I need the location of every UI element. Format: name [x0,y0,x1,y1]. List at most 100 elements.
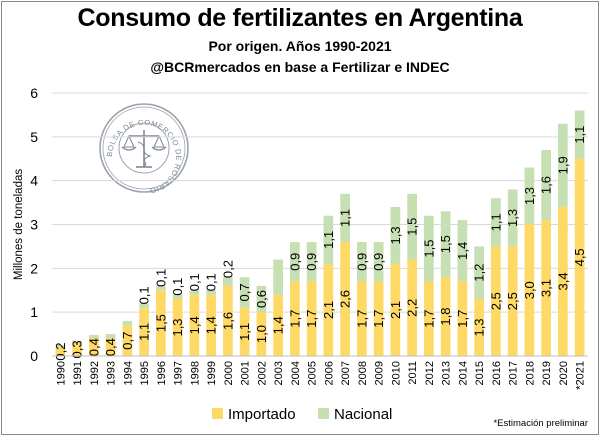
label-nacional: 1,3 [505,209,520,227]
x-tick-label: 1993 [106,361,118,385]
x-tick-label: 2017 [508,361,520,385]
label-importado: 3,1 [539,279,554,297]
label-importado: 2,1 [388,301,403,319]
label-importado: 2,2 [405,299,420,317]
bar-importado [558,206,568,356]
label-nacional: 1,6 [539,176,554,194]
bar-nacional [390,206,401,264]
bar-importado [457,281,468,356]
bar-importado [390,263,401,356]
bar-nacional [407,193,417,260]
bar-importado [524,224,535,356]
bar-nacional [189,290,200,295]
bar-nacional [558,123,568,207]
label-nacional: 0,1 [187,273,202,291]
label-nacional: 1,3 [522,187,537,205]
chart-source: @BCRmercados en base a Fertilizar e INDE… [150,59,450,75]
label-importado: 1,7 [421,310,436,328]
label-nacional: 0,1 [204,273,219,291]
label-importado: 0,3 [70,340,85,358]
label-importado: 1,0 [254,325,269,343]
label-importado: 1,1 [237,323,252,341]
x-tick-label: 1995 [139,361,151,385]
x-tick-label: *2021 [575,361,587,390]
bar-importado [323,263,334,356]
x-tick-label: 2010 [390,361,402,385]
x-tick-label: 2019 [541,361,553,385]
bar-nacional [424,215,434,282]
bar-nacional [323,215,334,264]
y-tick-label: 3 [30,217,38,233]
x-tick-label: 2020 [558,361,570,385]
label-nacional: 0,1 [170,278,185,296]
bar-importado [424,281,434,356]
x-tick-label: 1992 [89,361,101,385]
x-tick-label: 2004 [290,361,302,385]
bar-importado [105,338,116,356]
label-nacional: 1,1 [338,209,353,227]
x-tick-label: 1997 [173,361,185,385]
x-tick-label: 2003 [273,361,285,385]
label-importado: 2,1 [321,301,336,319]
bar-nacional [541,149,551,221]
x-tick-label: 2015 [474,361,486,385]
x-tick-label: 2009 [374,361,386,385]
label-nacional: 1,5 [438,235,453,253]
label-nacional: 0,9 [304,253,319,271]
label-nacional: 1,1 [488,213,503,231]
bar-nacional [457,220,468,282]
bar-importado [373,281,384,356]
bar-importado [72,342,82,356]
bar-nacional [223,277,233,286]
label-nacional: 0,7 [237,283,252,301]
label-importado: 1,6 [220,312,235,330]
label-nacional: 0,1 [153,269,168,287]
bar-importado [223,285,233,356]
legend-swatch-nacional [318,408,329,419]
label-nacional: 0,9 [287,253,302,271]
y-tick-label: 5 [30,129,38,145]
bar-importado [55,347,66,356]
legend-swatch-importado [212,408,223,419]
x-tick-label: 1998 [189,361,201,385]
bar-importado [541,220,551,356]
label-importado: 1,7 [304,310,319,328]
label-importado: 1,7 [354,310,369,328]
label-importado: 2,5 [488,292,503,310]
bar-nacional [474,246,484,300]
label-nacional: 1,5 [405,218,420,236]
label-importado: 0,4 [86,338,101,356]
bar-importado [491,246,501,356]
bar-nacional [256,285,267,313]
label-nacional: 0,6 [254,290,269,308]
x-tick-label: 1999 [206,361,218,385]
bar-nacional [491,198,501,247]
bar-importado [474,299,484,356]
bar-nacional [239,277,250,308]
bar-importado [122,325,133,356]
bar-importado [407,259,417,356]
bar-importado [357,281,367,356]
x-tick-label: 2018 [524,361,536,385]
bar-nacional [357,242,367,282]
bar-importado [156,290,166,356]
label-nacional: 1,4 [455,242,470,260]
label-importado: 1,7 [455,310,470,328]
bar-importado [340,242,350,356]
bar-nacional [122,320,133,326]
bar-nacional [306,242,317,282]
bar-importado [172,299,183,356]
bar-nacional [373,242,384,282]
label-importado: 0,7 [120,332,135,350]
legend-label-importado: Importado [228,406,296,423]
x-tick-label: 2000 [223,361,235,385]
label-importado: 1,3 [472,318,487,336]
x-tick-label: 2012 [424,361,436,385]
x-tick-label: 2002 [256,361,268,385]
bar-importado [239,307,250,356]
x-tick-label: 1994 [122,361,134,385]
bar-nacional [507,189,518,247]
y-tick-label: 1 [30,304,38,320]
